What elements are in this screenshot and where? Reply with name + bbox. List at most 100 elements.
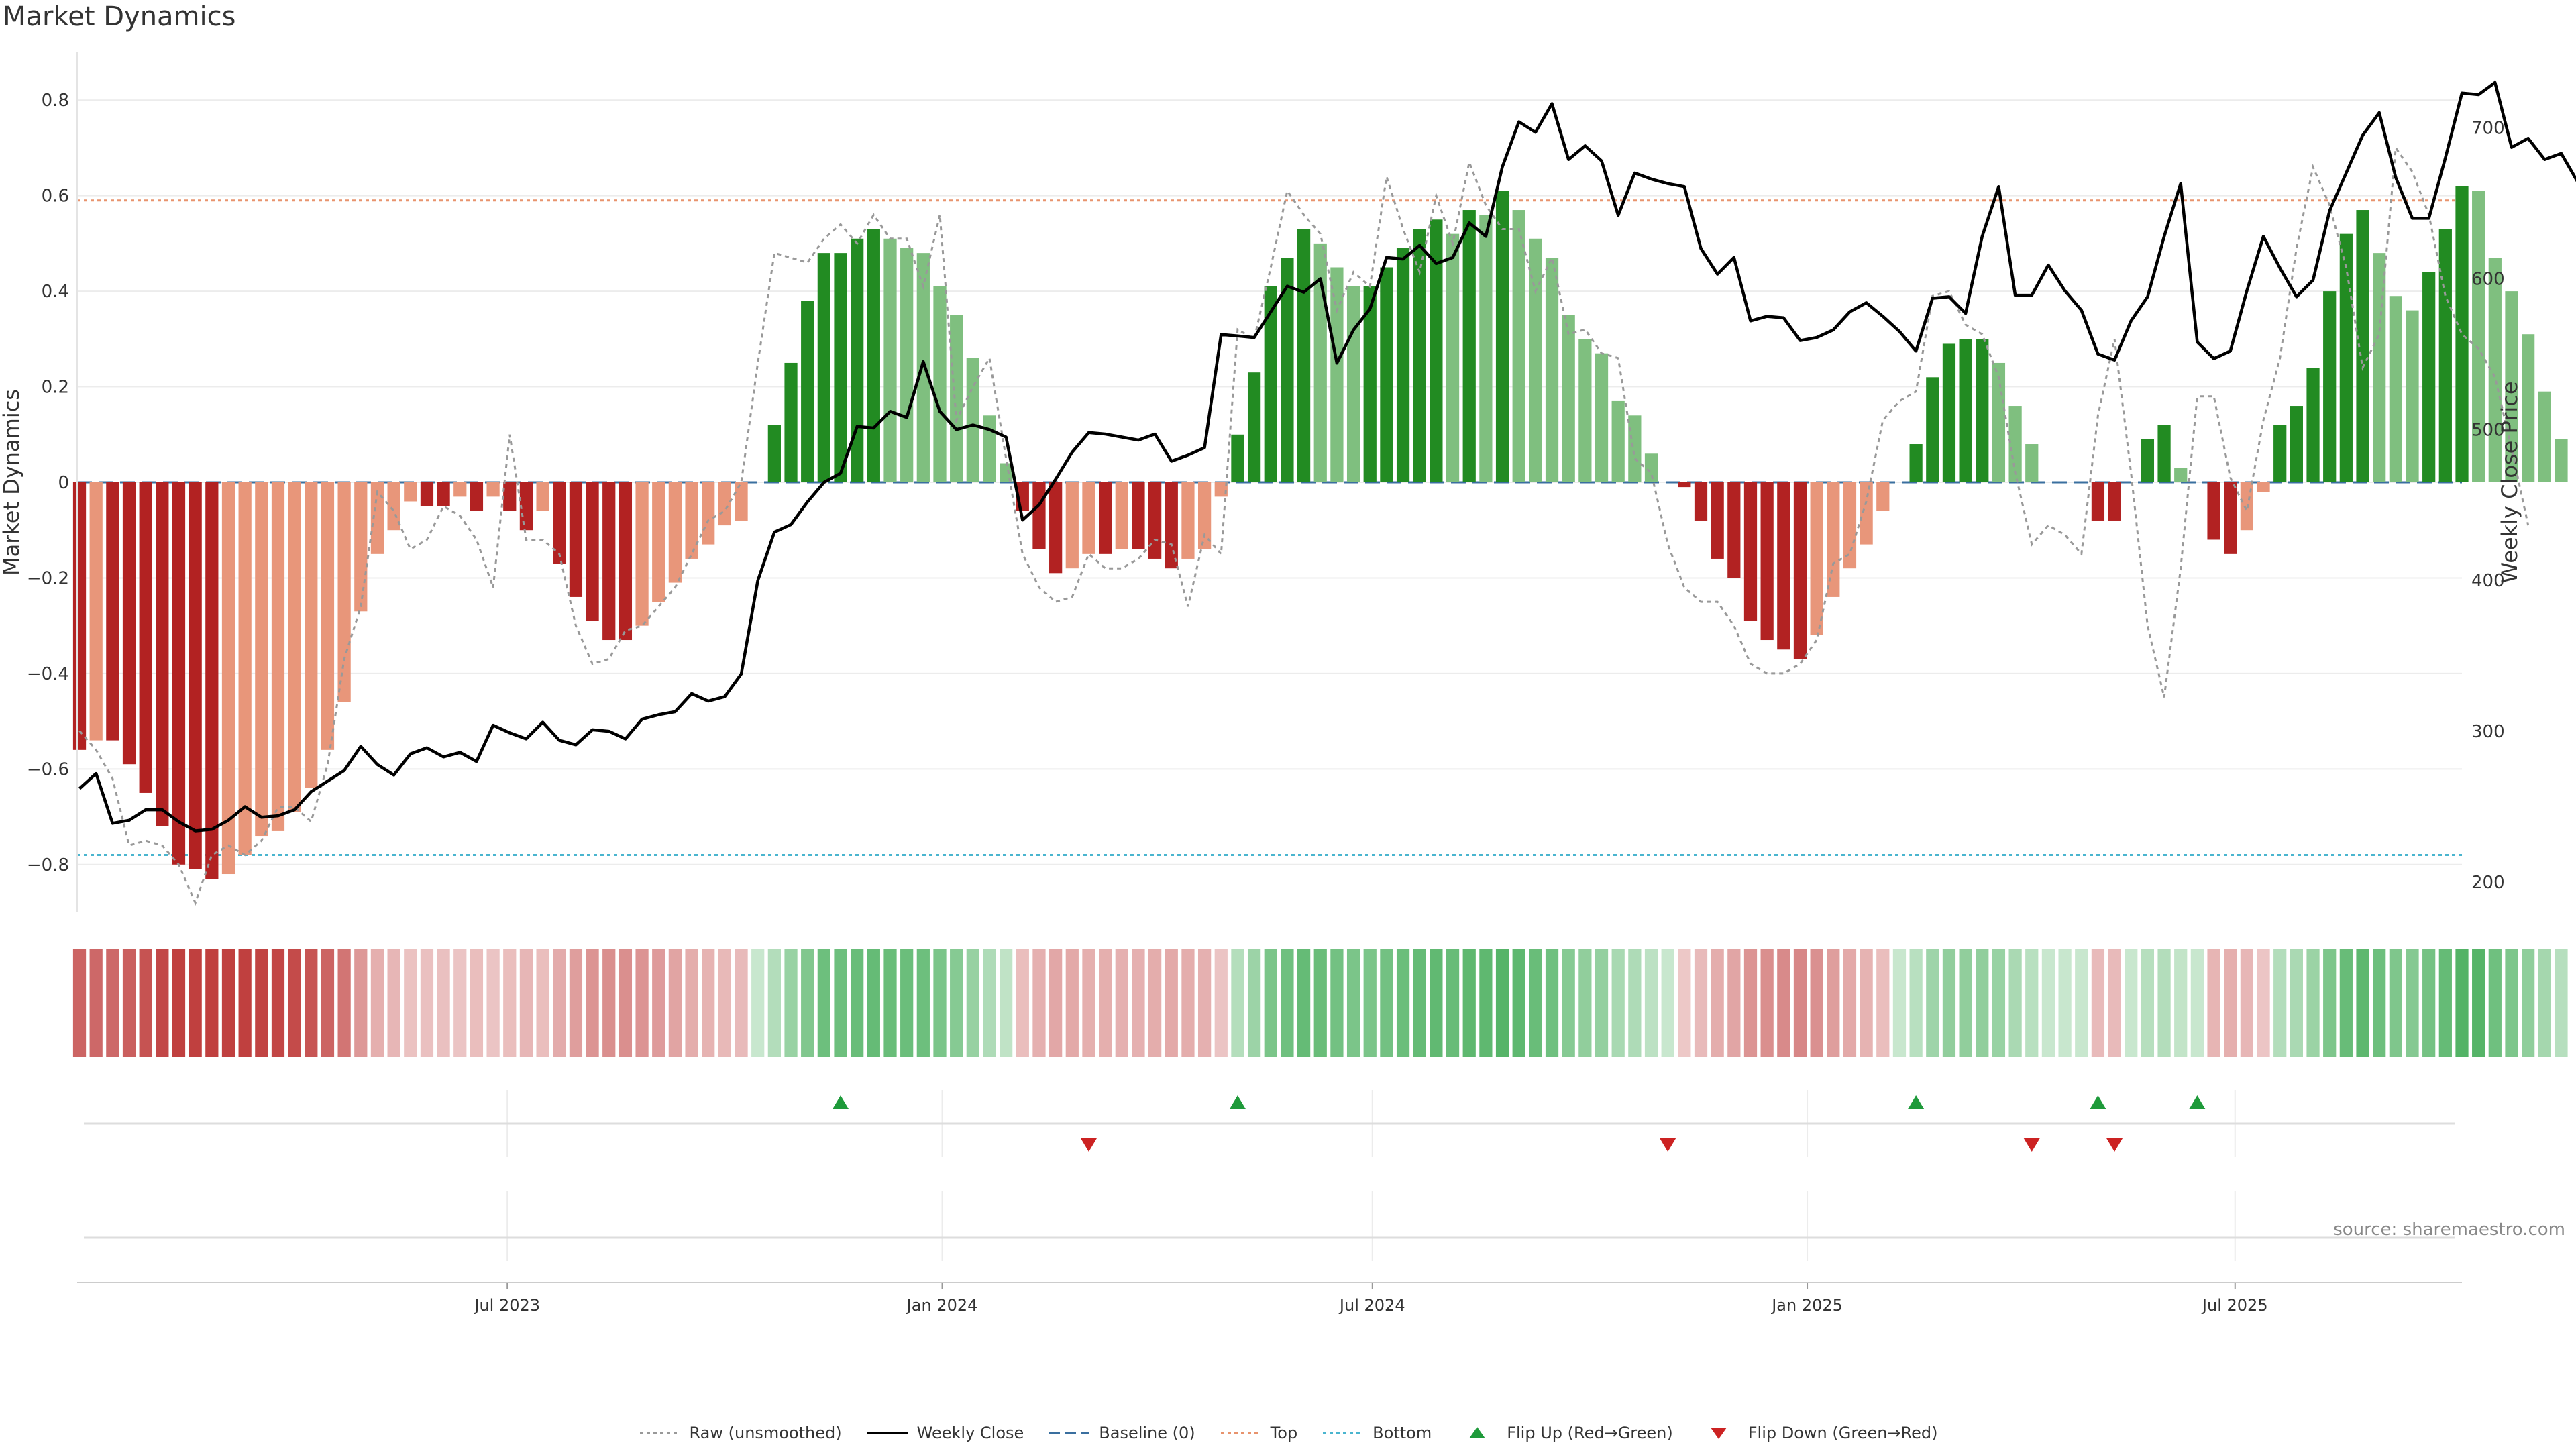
regime-cell [2323,949,2337,1057]
flip-up-marker [833,1095,849,1109]
regime-cell [668,949,682,1057]
regime-cell [2108,949,2121,1057]
regime-cell [1264,949,1277,1057]
regime-cell [1678,949,1691,1057]
regime-cell [1446,949,1460,1057]
momentum-bar [900,248,914,482]
momentum-bar [1346,286,1360,482]
regime-cell [1165,949,1178,1057]
momentum-bar [801,301,814,482]
regime-cell [2075,949,2088,1057]
regime-cell [1578,949,1592,1057]
momentum-bar [685,482,698,559]
regime-cell [2505,949,2518,1057]
momentum-bar [1711,482,1724,559]
momentum-bar [851,238,864,482]
regime-strip [72,949,2568,1057]
y-right-tick-label: 200 [2471,873,2505,893]
regime-cell [470,949,484,1057]
regime-cell [1628,949,1642,1057]
regime-cell [784,949,798,1057]
regime-cell [1462,949,1476,1057]
momentum-bar [106,482,119,741]
regime-cell [950,949,963,1057]
momentum-bar [2339,233,2353,482]
regime-cell [2008,949,2022,1057]
x-tick-label: Jul 2024 [1338,1296,1405,1315]
momentum-bar [1313,243,1327,482]
legend-symbol [639,1432,680,1434]
flip-up-marker [2090,1095,2106,1109]
regime-cell [1430,949,1443,1057]
regime-cell [1380,949,1393,1057]
momentum-bar [1363,286,1377,482]
momentum-bar [437,482,450,506]
regime-cell [702,949,715,1057]
regime-cell [1926,949,1939,1057]
regime-cell [1562,949,1575,1057]
momentum-bar [305,482,318,788]
regime-cell [1810,949,1823,1057]
legend-label: Bottom [1373,1424,1432,1442]
momentum-bar [1148,482,1162,559]
y-right-tick-label: 300 [2471,722,2505,742]
regime-cell [2438,949,2452,1057]
momentum-bar [1644,453,1658,482]
regime-cell [189,949,202,1057]
regime-cell [1529,949,1542,1057]
regime-cell [1694,949,1708,1057]
regime-cell [2058,949,2072,1057]
momentum-bar [1462,210,1476,482]
legend-symbol [1710,1428,1727,1439]
momentum-bar [1512,210,1525,482]
regime-cell [1976,949,1989,1057]
regime-cell [1330,949,1344,1057]
y-right-tick-label: 400 [2471,571,2505,591]
regime-cell [1760,949,1774,1057]
regime-cell [2339,949,2353,1057]
price-lines [78,80,2576,906]
regime-cell [900,949,914,1057]
regime-cell [1148,949,1162,1057]
momentum-bar [1545,258,1559,482]
momentum-bar [221,482,235,875]
regime-cell [1942,949,1956,1057]
regime-cell [2273,949,2287,1057]
momentum-bar [2522,334,2535,482]
momentum-bar [569,482,583,597]
momentum-bar [767,425,781,482]
regime-cell [1892,949,1907,1057]
legend-label: Flip Up (Red→Green) [1507,1424,1673,1442]
regime-cell [867,949,880,1057]
y-right-tick-label: 500 [2471,420,2505,440]
momentum-bar [1281,258,1294,482]
regime-cell [2488,949,2502,1057]
regime-cell [156,949,169,1057]
momentum-bar [2373,253,2386,482]
regime-cell [1363,949,1377,1057]
x-tick-label: Jan 2024 [906,1296,978,1315]
regime-cell [767,949,781,1057]
regime-cell [2538,949,2551,1057]
regime-cell [635,949,649,1057]
momentum-bar [1115,482,1128,549]
regime-cell [1115,949,1128,1057]
momentum-bar [2025,444,2039,482]
momentum-bar [453,482,467,497]
momentum-bar [205,482,219,879]
momentum-bar [817,253,830,482]
momentum-bar [2455,186,2469,482]
regime-cell [2373,949,2386,1057]
flip-up-marker [1229,1095,1246,1109]
momentum-bar [1793,482,1807,659]
momentum-bar [2174,468,2188,482]
momentum-bar [602,482,616,641]
legend-symbol [1469,1427,1486,1438]
regime-cell [387,949,400,1057]
momentum-bar [1297,229,1311,482]
regime-cell [2290,949,2303,1057]
regime-cell [1595,949,1609,1057]
regime-cell [1959,949,1972,1057]
momentum-bar [933,286,947,482]
regime-cell [1297,949,1311,1057]
